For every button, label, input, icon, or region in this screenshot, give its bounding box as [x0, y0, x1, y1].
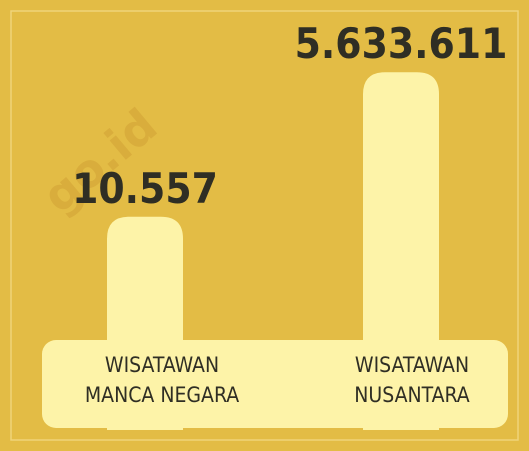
label-panel	[42, 340, 508, 428]
frame	[10, 10, 519, 441]
value-label: 10.557	[72, 164, 218, 213]
category-label: WISATAWAN MANCA NEGARA	[84, 353, 240, 407]
category-label: WISATAWAN NUSANTARA	[354, 353, 470, 407]
value-label: 5.633.611	[295, 19, 508, 68]
